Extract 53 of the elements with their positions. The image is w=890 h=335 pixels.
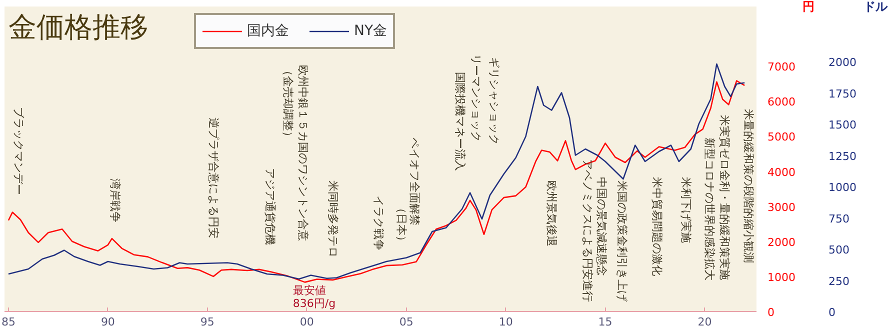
x-tick-label: 95 — [200, 316, 214, 328]
y-tick-label: 2000 — [768, 236, 796, 249]
y-tick-label: 0 — [768, 306, 774, 319]
x-tick-label: 85 — [1, 316, 16, 328]
x-tick-label: 90 — [100, 316, 115, 328]
annotation: 米実質ゼロ金利・量的緩和策実施 — [718, 115, 732, 280]
y2-tick-label: 0 — [828, 306, 836, 319]
annotation: 国際投機マネー流入 — [454, 72, 467, 172]
annotation: 欧州中銀１５カ国のワシントン合意 — [296, 65, 310, 242]
annotation: 湾岸戦争 — [108, 178, 122, 222]
y-tick-label: 5000 — [768, 130, 796, 144]
chart-title: 金価格推移 — [8, 10, 148, 44]
x-tick-label: 10 — [498, 316, 513, 328]
y-tick-label: 1000 — [768, 270, 796, 284]
x-tick-label: 15 — [598, 316, 612, 328]
annotation: 米中貿易問題の激化 — [650, 177, 664, 276]
annotation: 欧州景気後退 — [545, 180, 558, 246]
annotation: 新型コロナの世界的感染拡大 — [703, 137, 716, 280]
annotation: 逆プラザ合意による円安 — [206, 117, 220, 238]
x-tick-label: 20 — [698, 316, 712, 328]
annotation: 米国の政策金利引き上げ — [616, 180, 629, 302]
annotation: 中国の景気減速懸念 — [594, 177, 608, 276]
y-tick-label: 3000 — [768, 200, 796, 214]
legend-label: 国内金 — [247, 22, 289, 40]
x-tick-label: 05 — [399, 316, 414, 328]
y2-tick-label: 1250 — [828, 150, 856, 163]
annotation: 米同時多発テロ — [326, 180, 340, 258]
y2-axis-title: ドル — [863, 0, 888, 14]
annotation: ブラックマンデー — [12, 107, 25, 196]
annotation: 最安値 836円/g — [292, 284, 336, 310]
annotation: リーマンショック — [469, 54, 482, 142]
y2-tick-label: 1500 — [828, 118, 856, 132]
annotation: 米量的緩和策の段階的縮小観測 — [742, 109, 756, 264]
y-tick-label: 4000 — [768, 166, 796, 179]
y-tick-label: 6000 — [768, 96, 796, 109]
annotation: （日本） — [394, 202, 408, 246]
annotation: アベノミクスによる円安進行 — [580, 159, 594, 302]
legend-label: NY金 — [354, 22, 388, 40]
y2-tick-label: 750 — [828, 212, 850, 226]
y2-tick-label: 250 — [828, 274, 850, 288]
y2-tick-label: 1750 — [828, 87, 856, 100]
y2-tick-label: 1000 — [828, 181, 856, 194]
x-tick-label: 00 — [300, 316, 314, 328]
annotation: （金売却調整） — [281, 65, 294, 142]
y2-tick-label: 500 — [828, 244, 850, 256]
y2-tick-label: 2000 — [828, 56, 856, 69]
annotation: アジア通貨危機 — [264, 168, 277, 246]
annotation: ギリシャショック — [487, 56, 500, 145]
y-axis-title: 円 — [802, 0, 814, 14]
annotation: 米利下げ実施 — [679, 177, 692, 244]
y-tick-label: 7000 — [768, 60, 796, 74]
annotation: イラク戦争 — [372, 195, 386, 250]
annotation: ペイオフ全面解禁 — [408, 137, 421, 226]
